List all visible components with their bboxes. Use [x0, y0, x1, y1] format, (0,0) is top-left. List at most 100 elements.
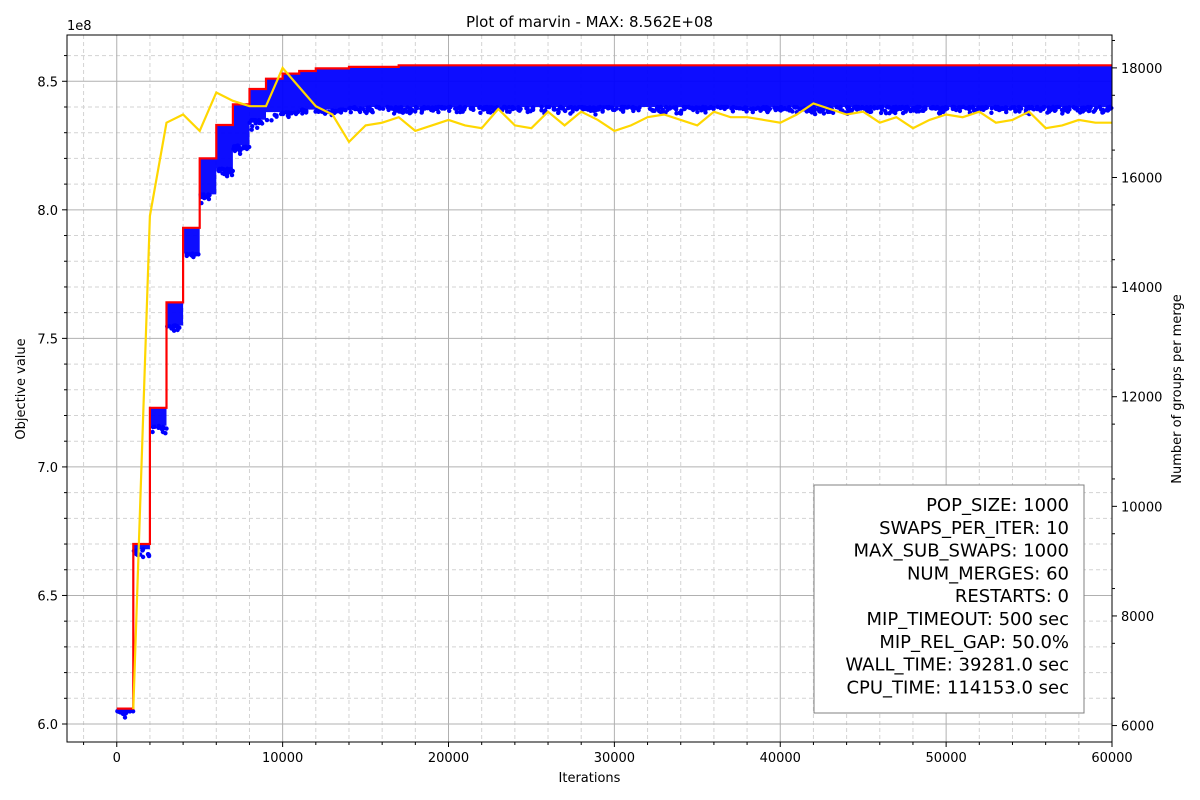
y2-tick-label: 6000	[1121, 720, 1154, 735]
population-point	[864, 106, 870, 111]
population-point	[172, 323, 178, 328]
population-point	[807, 107, 812, 112]
population-point	[709, 105, 714, 110]
population-point	[704, 106, 709, 112]
y2-tick-label: 8000	[1121, 610, 1154, 625]
population-point	[1016, 107, 1022, 113]
x-tick-label: 0	[113, 751, 121, 766]
y-tick-label: 8.5	[37, 75, 58, 90]
population-point	[247, 144, 252, 150]
population-point	[663, 104, 669, 110]
plot-frame	[66, 34, 1113, 743]
population-point	[748, 106, 753, 112]
population-point	[1035, 104, 1040, 110]
population-point	[556, 110, 561, 116]
population-point	[1079, 106, 1084, 111]
population-point	[454, 109, 459, 115]
population-point	[361, 106, 366, 112]
population-point	[501, 104, 506, 110]
population-point	[231, 144, 237, 149]
population-point	[875, 105, 880, 110]
population-point	[762, 106, 767, 112]
annotation-line: NUM_MERGES: 60	[907, 563, 1069, 584]
population-point	[837, 105, 842, 110]
series-layer	[115, 64, 1114, 720]
population-point	[699, 107, 704, 112]
population-point	[436, 104, 441, 110]
population-point	[989, 106, 994, 111]
population-point	[742, 105, 748, 110]
population-point	[600, 108, 605, 113]
x-axis-label: Iterations	[559, 771, 621, 786]
population-point	[979, 106, 984, 111]
population-point	[436, 109, 441, 115]
population-point	[487, 105, 492, 110]
population-point	[255, 125, 260, 130]
population-point	[448, 104, 453, 110]
population-point	[1093, 106, 1099, 111]
annotation-box-frame	[813, 484, 1085, 714]
population-point	[695, 109, 700, 115]
population-point	[1010, 105, 1016, 110]
y-tick-label: 7.5	[37, 332, 58, 347]
population-point	[146, 553, 152, 559]
population-point	[928, 105, 933, 111]
population-point	[302, 108, 307, 113]
population-point	[574, 106, 580, 112]
population-point	[911, 108, 916, 113]
population-point	[140, 554, 146, 560]
population-point	[285, 113, 291, 118]
x-tick-label: 30000	[594, 751, 635, 766]
population-point	[970, 105, 975, 110]
population-point	[507, 109, 512, 115]
population-point	[921, 106, 927, 111]
population-point	[810, 105, 816, 111]
population-point	[419, 106, 424, 111]
population-point	[367, 105, 372, 110]
population-point	[593, 112, 598, 117]
population-point	[250, 124, 255, 129]
population-point	[995, 107, 1000, 112]
population-point	[1097, 104, 1103, 110]
population-point	[256, 120, 262, 125]
population-point	[1042, 104, 1047, 110]
population-point	[400, 109, 405, 114]
population-point	[388, 105, 393, 111]
population-point	[820, 108, 825, 114]
population-point	[703, 110, 708, 115]
x-tick-label: 60000	[1091, 751, 1132, 766]
population-point	[773, 107, 778, 113]
chart-title: Plot of marvin - MAX: 8.562E+08	[466, 13, 713, 31]
population-point	[945, 106, 950, 111]
annotation-line: WALL_TIME: 39281.0 sec	[845, 655, 1069, 676]
population-point	[272, 112, 277, 118]
population-point	[184, 253, 189, 259]
population-point	[887, 105, 892, 110]
population-point	[557, 105, 563, 110]
population-point	[953, 107, 958, 112]
population-point	[334, 109, 339, 114]
population-point	[354, 106, 359, 112]
population-point	[937, 111, 943, 117]
population-point	[694, 105, 699, 110]
population-point	[481, 107, 486, 112]
population-point	[459, 106, 465, 112]
population-point	[357, 109, 363, 115]
population-point	[686, 104, 691, 110]
annotation-line: MIP_REL_GAP: 50.0%	[879, 632, 1069, 653]
population-point	[1091, 109, 1096, 114]
population-point	[544, 104, 549, 110]
population-point	[887, 111, 892, 116]
population-point	[1088, 105, 1093, 110]
population-point	[933, 106, 938, 111]
annotation-line: MIP_TIMEOUT: 500 sec	[867, 609, 1069, 630]
population-point	[879, 107, 884, 112]
population-point	[562, 108, 567, 113]
y2-tick-label: 12000	[1121, 391, 1162, 406]
population-point	[222, 171, 227, 177]
population-point	[667, 105, 673, 110]
population-point	[903, 105, 909, 110]
population-point	[598, 104, 603, 110]
